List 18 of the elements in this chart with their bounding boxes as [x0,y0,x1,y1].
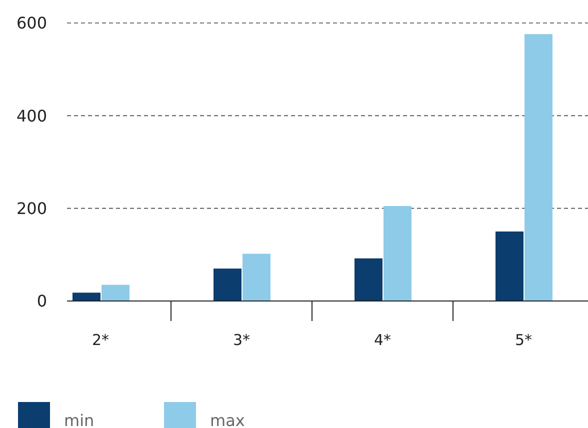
bar [524,34,552,301]
bar [72,292,100,301]
y-tick-label: 200 [16,198,47,218]
bar [496,232,524,301]
x-tick-label: 4* [374,331,392,349]
bar [354,258,382,301]
x-tick-label: 2* [92,331,110,349]
y-tick-label: 400 [16,106,47,126]
x-tick-label: 5* [514,331,533,349]
bar [384,206,412,301]
y-tick-label: 600 [16,14,47,33]
x-tick-label: 3* [232,331,251,349]
legend-label: min [64,411,94,428]
bar [242,254,270,301]
bar [214,268,242,301]
y-tick-label: 0 [36,292,47,311]
legend-label: max [210,411,245,428]
bar [102,284,130,301]
